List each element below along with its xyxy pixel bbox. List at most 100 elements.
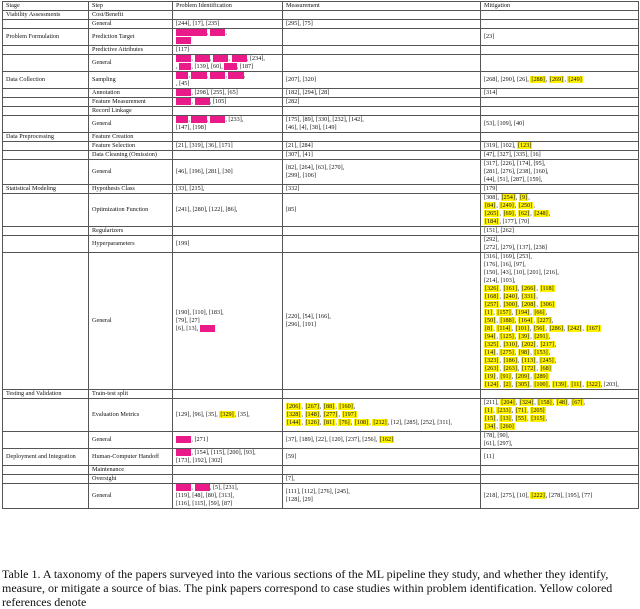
reference-text: [151], [262] [484, 227, 514, 235]
cell-line [286, 59, 477, 67]
reference-text: , [548, 210, 551, 217]
table-row: Data Cleaning (Omission) [307], [41] [47]… [2, 150, 639, 160]
reference-text: , [536, 285, 540, 292]
cell-line: [24], [158], [176], [158], [176, 72, 279, 81]
table-row: General [244], [17], [235] [295], [75] [2, 19, 639, 29]
highlighted-reference: [208] [521, 301, 537, 308]
highlighted-reference: [67] [571, 399, 584, 406]
reference-text: [47], [327], [335], [16] [484, 151, 541, 159]
reference-text: , [514, 210, 518, 217]
reference-text: [211], [484, 399, 501, 407]
reference-text: , [514, 317, 518, 324]
measurement-cell [282, 465, 481, 475]
highlighted-reference: [126] [304, 419, 320, 426]
problem-identification-cell: [41], [324], [213], [266] [172, 28, 283, 46]
stage-cell [2, 252, 89, 390]
highlighted-reference: [194] [514, 309, 531, 316]
reference-text: [46], [196], [281], [30] [176, 168, 233, 175]
reference-text: , [493, 325, 497, 332]
step-cell: Optimization Function [88, 193, 173, 227]
reference-text: , [568, 399, 572, 407]
cell-line: [241], [280], [122], [86], [176, 206, 279, 214]
cell-line: [214], [103], [484, 277, 635, 285]
mitigation-cell: [78], [90], [61], [297], [480, 431, 639, 449]
table-row: Annotation [303], [298], [255], [65] [182]… [2, 88, 639, 98]
highlighted-reference: [324] [518, 399, 535, 406]
highlighted-reference: [315] [530, 415, 546, 422]
reference-text: [61], [297], [484, 440, 513, 447]
reference-text: , [188, 116, 192, 124]
highlighted-reference: [202] [521, 341, 537, 348]
mitigation-cell: [316], [169], [253], [176], [16], [97], [1… [480, 252, 639, 390]
step-cell: Feature Creation [88, 132, 173, 142]
cell-line: [207], [320] [286, 76, 477, 84]
cell-line: [307], [41] [286, 152, 477, 159]
table-row: Data Preprocessing Feature Creation [2, 132, 639, 142]
case-study-reference: [158] [228, 72, 244, 79]
cell-line: [168], [240], [331], [484, 293, 635, 301]
highlighted-reference: [139] [551, 381, 568, 388]
reference-text: , [567, 381, 571, 388]
stage-cell [2, 159, 89, 185]
cell-line: [211], [204], [324], [158], [48], [67], [484, 399, 635, 408]
reference-text: , [514, 202, 518, 209]
cell-line: [179] [484, 186, 635, 193]
stage-cell [2, 141, 89, 151]
highlighted-reference: [69] [502, 210, 515, 217]
highlighted-reference: [275] [499, 349, 515, 356]
table-row: General [190], [110], [183], [79], [27] [6]… [2, 252, 639, 390]
table-row: Deployment and Integration Human-Computer… [2, 448, 639, 466]
case-study-reference: [229] [194, 98, 210, 105]
measurement-cell [282, 54, 481, 72]
reference-text: , [301, 403, 305, 410]
highlighted-reference: [19] [484, 373, 497, 380]
table-row: Record Linkage [2, 106, 639, 116]
reference-text: , [530, 349, 534, 356]
cell-line: [78], [90], [484, 433, 635, 441]
reference-text: [6], [13], [176, 325, 200, 332]
case-study-reference: [38] [176, 116, 189, 123]
step-cell: Train-test split [88, 389, 173, 399]
taxonomy-table: Stage Step Problem Identification Measur… [2, 1, 639, 509]
reference-text: , [350, 419, 354, 426]
step-cell: Cost/Benefit [88, 10, 173, 20]
mitigation-cell: [23] [480, 28, 639, 46]
table-row: Optimization Function [241], [280], [122]… [2, 193, 639, 227]
reference-text: [218], [275], [10], [484, 492, 531, 499]
case-study-reference: [277] [191, 116, 207, 123]
stage-cell: Testing and Validation [2, 389, 89, 399]
reference-text: [46], [4], [38], [149] [286, 124, 337, 131]
table-body: Viability Assessments Cost/Benefit Genera… [2, 10, 639, 509]
measurement-cell: [85] [282, 193, 481, 227]
cell-line: [151], [262] [484, 227, 635, 235]
highlighted-reference: [242] [567, 325, 583, 332]
mitigation-cell [480, 132, 639, 142]
highlighted-reference: [269] [548, 76, 565, 83]
measurement-cell: [182], [294], [28] [282, 88, 481, 98]
highlighted-reference: [288] [530, 76, 546, 83]
mitigation-cell [480, 465, 639, 475]
step-cell: Maintenance [88, 465, 173, 475]
cell-line: [325], [310], [202], [217], [484, 341, 635, 349]
reference-text: [82], [264], [63], [270], [286, 164, 345, 171]
highlighted-reference: [88] [323, 403, 336, 410]
highlighted-reference: [245] [539, 357, 555, 364]
cell-line: [33], [215], [176, 186, 279, 193]
highlighted-reference: [123] [517, 142, 533, 149]
step-cell: Data Cleaning (Omission) [88, 150, 173, 160]
cell-line [484, 99, 635, 106]
reference-text: [53], [109], [40] [484, 120, 525, 127]
problem-identification-cell: [46], [196], [281], [30] [172, 159, 283, 185]
measurement-cell: [206], [267], [88], [160], [328], [148], … [282, 398, 481, 432]
mitigation-cell: [317], [226], [174], [95], [281], [276], … [480, 159, 639, 185]
reference-text: , [493, 407, 497, 414]
mitigation-cell: [179] [480, 184, 639, 194]
stage-cell [2, 193, 89, 227]
cell-line: , [45] [176, 80, 279, 88]
reference-text: , [188, 72, 192, 80]
reference-text: , [536, 293, 538, 300]
mitigation-cell: [268], [290], [26], [288], [269], [249] [480, 71, 639, 89]
reference-text: [21], [319], [36], [171] [176, 142, 233, 150]
reference-text: , [278], [195], [77] [545, 492, 593, 499]
